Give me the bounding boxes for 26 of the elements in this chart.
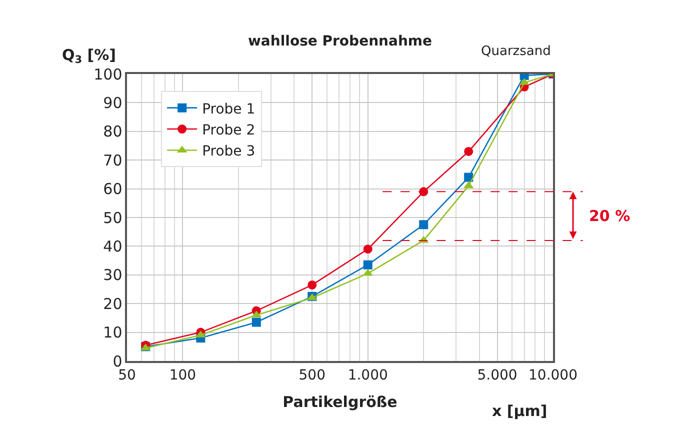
y-tick-label: 90 [103, 94, 122, 112]
y-tick-label: 10 [103, 324, 122, 342]
x-tick-label: 500 [298, 368, 326, 384]
legend-label: Probe 1 [202, 101, 256, 118]
x-tick-label: 1.000 [348, 368, 388, 384]
text: x [µm] [492, 402, 548, 420]
y-tick-label: 40 [103, 237, 122, 256]
y-tick-label: 60 [103, 180, 122, 198]
text: Quarzsand [481, 44, 551, 59]
y-tick-label: 80 [103, 122, 122, 141]
y-tick-label: 0 [112, 352, 122, 370]
text: 20 % [589, 207, 630, 225]
x-tick-label: 5.000 [477, 368, 518, 384]
y-tick-label: 30 [103, 266, 122, 284]
x-tick-label: 10.000 [528, 368, 578, 384]
x-tick-label: 50 [118, 368, 136, 384]
y-tick-label: 50 [103, 208, 122, 227]
y-tick-label: 20 [103, 294, 122, 313]
chart-title: wahllose Probennahme [248, 34, 432, 50]
x-axis-title: Partikelgröße [282, 393, 398, 412]
y-tick-label: 100 [94, 65, 122, 84]
y-axis-title: Q$_{3}$ [%] [62, 46, 116, 66]
legend-label: Probe 2 [202, 122, 256, 138]
x-tick-label: 100 [169, 368, 196, 384]
y-tick-label: 70 [103, 151, 122, 170]
legend-label: Probe 3 [202, 144, 256, 160]
